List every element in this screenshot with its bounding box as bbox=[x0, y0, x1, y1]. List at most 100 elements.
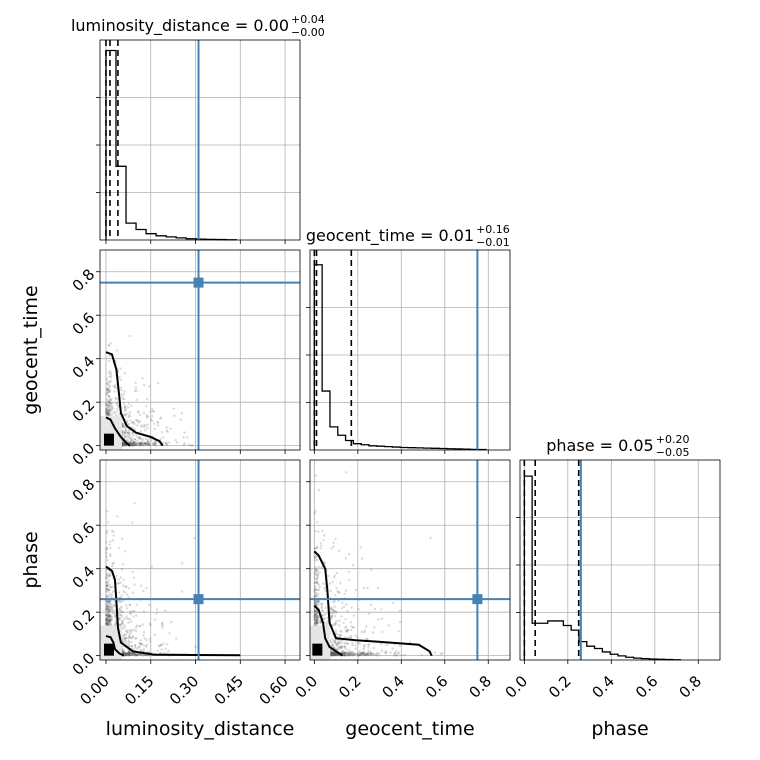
sample-point bbox=[131, 442, 134, 445]
sample-point bbox=[172, 407, 175, 410]
sample-point bbox=[333, 653, 336, 656]
sample-point bbox=[396, 654, 399, 657]
sample-point bbox=[349, 628, 353, 632]
sample-point bbox=[149, 623, 152, 627]
sample-point bbox=[121, 651, 124, 654]
sample-point bbox=[358, 650, 361, 653]
sample-point bbox=[133, 443, 136, 447]
sample-point bbox=[107, 621, 110, 625]
sample-point bbox=[335, 648, 338, 651]
sample-point bbox=[372, 646, 376, 650]
sample-point bbox=[313, 613, 317, 617]
sample-point bbox=[338, 619, 341, 622]
sample-point bbox=[112, 410, 115, 414]
sample-point bbox=[365, 652, 368, 655]
sample-point bbox=[123, 624, 127, 627]
sample-point bbox=[140, 444, 143, 447]
sample-point bbox=[344, 636, 347, 639]
sample-point bbox=[337, 641, 341, 644]
sample-point bbox=[106, 622, 109, 626]
sample-point bbox=[363, 631, 366, 634]
sample-point bbox=[107, 615, 111, 618]
sample-point bbox=[132, 440, 135, 443]
sample-point bbox=[334, 622, 337, 625]
sample-point bbox=[125, 652, 129, 655]
sample-point bbox=[120, 594, 124, 597]
sample-point bbox=[107, 607, 110, 611]
sample-point bbox=[129, 415, 132, 418]
sample-point bbox=[112, 561, 115, 565]
sample-point bbox=[110, 402, 114, 405]
sample-point bbox=[314, 556, 318, 559]
sample-point bbox=[331, 651, 334, 654]
sample-point bbox=[335, 619, 338, 623]
sample-point bbox=[324, 613, 327, 616]
sample-point bbox=[332, 652, 335, 655]
sample-point bbox=[352, 653, 356, 656]
sample-point bbox=[363, 629, 366, 632]
sample-point bbox=[105, 403, 109, 407]
sample-point bbox=[341, 651, 345, 655]
panel-title-luminosity-distance: luminosity_distance = 0.00 bbox=[71, 16, 289, 36]
sample-point bbox=[344, 654, 348, 657]
sample-point bbox=[104, 408, 108, 411]
sample-point bbox=[110, 608, 113, 611]
sample-point bbox=[130, 444, 133, 447]
sample-point bbox=[332, 654, 336, 657]
sample-point bbox=[130, 439, 133, 442]
sample-point bbox=[148, 622, 152, 625]
sample-point bbox=[347, 652, 350, 655]
sample-point bbox=[147, 441, 150, 444]
sample-point bbox=[156, 420, 159, 424]
sample-point bbox=[130, 636, 133, 640]
sample-point bbox=[364, 637, 368, 641]
sample-point bbox=[335, 652, 338, 656]
sample-point bbox=[340, 615, 343, 618]
sample-point bbox=[132, 628, 136, 632]
sample-point bbox=[125, 430, 128, 434]
sample-point bbox=[119, 576, 123, 579]
sample-point bbox=[134, 386, 138, 389]
sample-point bbox=[162, 642, 165, 646]
sample-point bbox=[344, 651, 347, 654]
tick-label-x: 0.8 bbox=[465, 672, 495, 702]
sample-point bbox=[316, 618, 319, 622]
sample-point bbox=[118, 617, 122, 620]
sample-point bbox=[331, 651, 335, 654]
sample-point bbox=[135, 442, 138, 446]
sample-point bbox=[182, 436, 185, 439]
sample-point bbox=[107, 405, 110, 409]
sample-point bbox=[344, 589, 348, 592]
sample-point bbox=[181, 562, 184, 565]
sample-point bbox=[125, 593, 129, 596]
sample-point bbox=[348, 652, 352, 656]
sample-point bbox=[350, 625, 353, 628]
sample-point bbox=[142, 631, 146, 634]
x-axis-label-phase: phase bbox=[591, 718, 648, 740]
sample-point bbox=[124, 444, 127, 447]
sample-point bbox=[337, 549, 341, 553]
sample-point bbox=[108, 573, 111, 577]
sample-point bbox=[332, 612, 335, 615]
sample-point bbox=[139, 442, 142, 446]
sample-point bbox=[105, 551, 108, 555]
sample-point bbox=[331, 651, 334, 655]
sample-point bbox=[360, 653, 363, 657]
panel-frame bbox=[99, 249, 301, 451]
hist-panel-geocent-time bbox=[306, 249, 511, 454]
sample-point bbox=[339, 644, 342, 647]
sample-point bbox=[125, 585, 128, 588]
sample-point bbox=[164, 609, 167, 612]
sample-point bbox=[330, 654, 333, 657]
sample-point bbox=[108, 385, 112, 388]
sample-point bbox=[330, 614, 333, 617]
sample-point bbox=[339, 629, 342, 633]
sample-point bbox=[124, 408, 127, 412]
sample-point bbox=[133, 389, 137, 393]
sample-point bbox=[381, 630, 384, 633]
sample-point bbox=[147, 440, 151, 443]
sample-point bbox=[106, 623, 109, 626]
sample-point bbox=[123, 637, 126, 640]
sample-point bbox=[122, 442, 125, 445]
sample-point bbox=[119, 607, 122, 610]
